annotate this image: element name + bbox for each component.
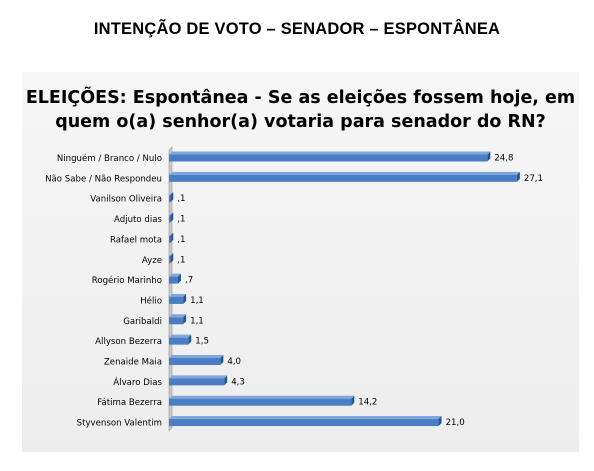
category-label: Styvenson Valentim — [77, 419, 162, 429]
bar-top-face — [169, 355, 224, 358]
bar — [169, 378, 225, 386]
value-label: ,1 — [177, 235, 185, 245]
category-label: Adjuto dias — [114, 215, 162, 225]
value-label: 27,1 — [524, 174, 543, 184]
bar-top-face — [169, 314, 187, 318]
bar — [169, 419, 439, 427]
bar-top-face — [169, 253, 174, 257]
bar — [169, 296, 184, 304]
category-label: Rogério Marinho — [92, 275, 162, 286]
bar — [169, 195, 171, 203]
bar-side-face — [170, 232, 174, 243]
bar — [169, 215, 171, 223]
bar-side-face — [351, 395, 355, 406]
value-label: 1,1 — [190, 296, 204, 306]
bar-top-face — [169, 151, 491, 155]
bar-top-face — [169, 171, 520, 175]
category-label: Ninguém / Branco / Nulo — [57, 153, 162, 164]
value-label: 4,0 — [227, 357, 241, 367]
chart-panel — [22, 72, 579, 452]
bar — [169, 398, 352, 406]
bar-side-face — [183, 314, 187, 325]
bar-top-face — [169, 293, 187, 297]
bar-side-face — [170, 212, 174, 223]
category-label: Hélio — [140, 295, 162, 306]
bar-side-face — [183, 293, 187, 304]
bar — [169, 256, 171, 264]
bar-side-face — [177, 273, 181, 284]
category-label: Rafael mota — [110, 235, 162, 245]
bar-top-face — [169, 375, 228, 379]
chart-title-line-2: quem o(a) senhor(a) votaria para senador… — [55, 112, 546, 132]
bar-side-face — [438, 416, 442, 427]
bar-top-face — [169, 232, 174, 236]
bar-side-face — [188, 334, 192, 345]
bar-top-face — [169, 416, 442, 420]
bar — [169, 317, 184, 325]
value-label: ,1 — [177, 194, 185, 204]
value-label: ,1 — [177, 215, 185, 225]
value-label: ,1 — [177, 255, 185, 265]
value-label: ,7 — [185, 276, 193, 286]
category-label: Vanilson Oliveira — [90, 195, 162, 205]
bar-top-face — [169, 273, 181, 277]
bar-side-face — [224, 375, 228, 386]
bar — [169, 337, 189, 345]
bar — [169, 358, 221, 365]
bar — [169, 174, 517, 182]
bar-top-face — [169, 334, 192, 338]
chart-title-line-1: ELEIÇÕES: Espontânea - Se as eleições fo… — [25, 88, 576, 108]
category-label: Allyson Bezerra — [95, 337, 162, 347]
bar-side-face — [170, 253, 174, 264]
bar-side-face — [487, 151, 491, 162]
category-label: Não Sabe / Não Respondeu — [45, 174, 162, 184]
value-label: 1,1 — [190, 316, 204, 326]
category-label: Fátima Bezerra — [97, 398, 162, 408]
bar — [169, 154, 488, 162]
category-label: Álvaro Dias — [113, 376, 162, 388]
category-label: Ayze — [142, 256, 162, 266]
bar-top-face — [169, 395, 355, 399]
value-label: 14,2 — [358, 398, 377, 408]
bar — [169, 276, 178, 284]
category-label: Zenaide Maia — [104, 358, 162, 368]
bar-top-face — [169, 192, 174, 196]
page-title: INTENÇÃO DE VOTO – SENADOR – ESPONTÂNEA — [93, 20, 501, 38]
value-label: 21,0 — [446, 418, 465, 428]
value-label: 4,3 — [231, 377, 245, 387]
bar-top-face — [169, 212, 174, 216]
axis-wall — [168, 146, 173, 432]
category-label: Garibaldi — [123, 317, 162, 327]
bar — [169, 235, 171, 243]
bar-side-face — [170, 192, 174, 203]
bar-side-face — [516, 171, 520, 182]
chart-title: ELEIÇÕES: Espontânea - Se as eleições fo… — [22, 86, 579, 134]
value-label: 24,8 — [494, 154, 513, 164]
bar-side-face — [220, 355, 224, 365]
value-label: 1,5 — [195, 337, 209, 347]
